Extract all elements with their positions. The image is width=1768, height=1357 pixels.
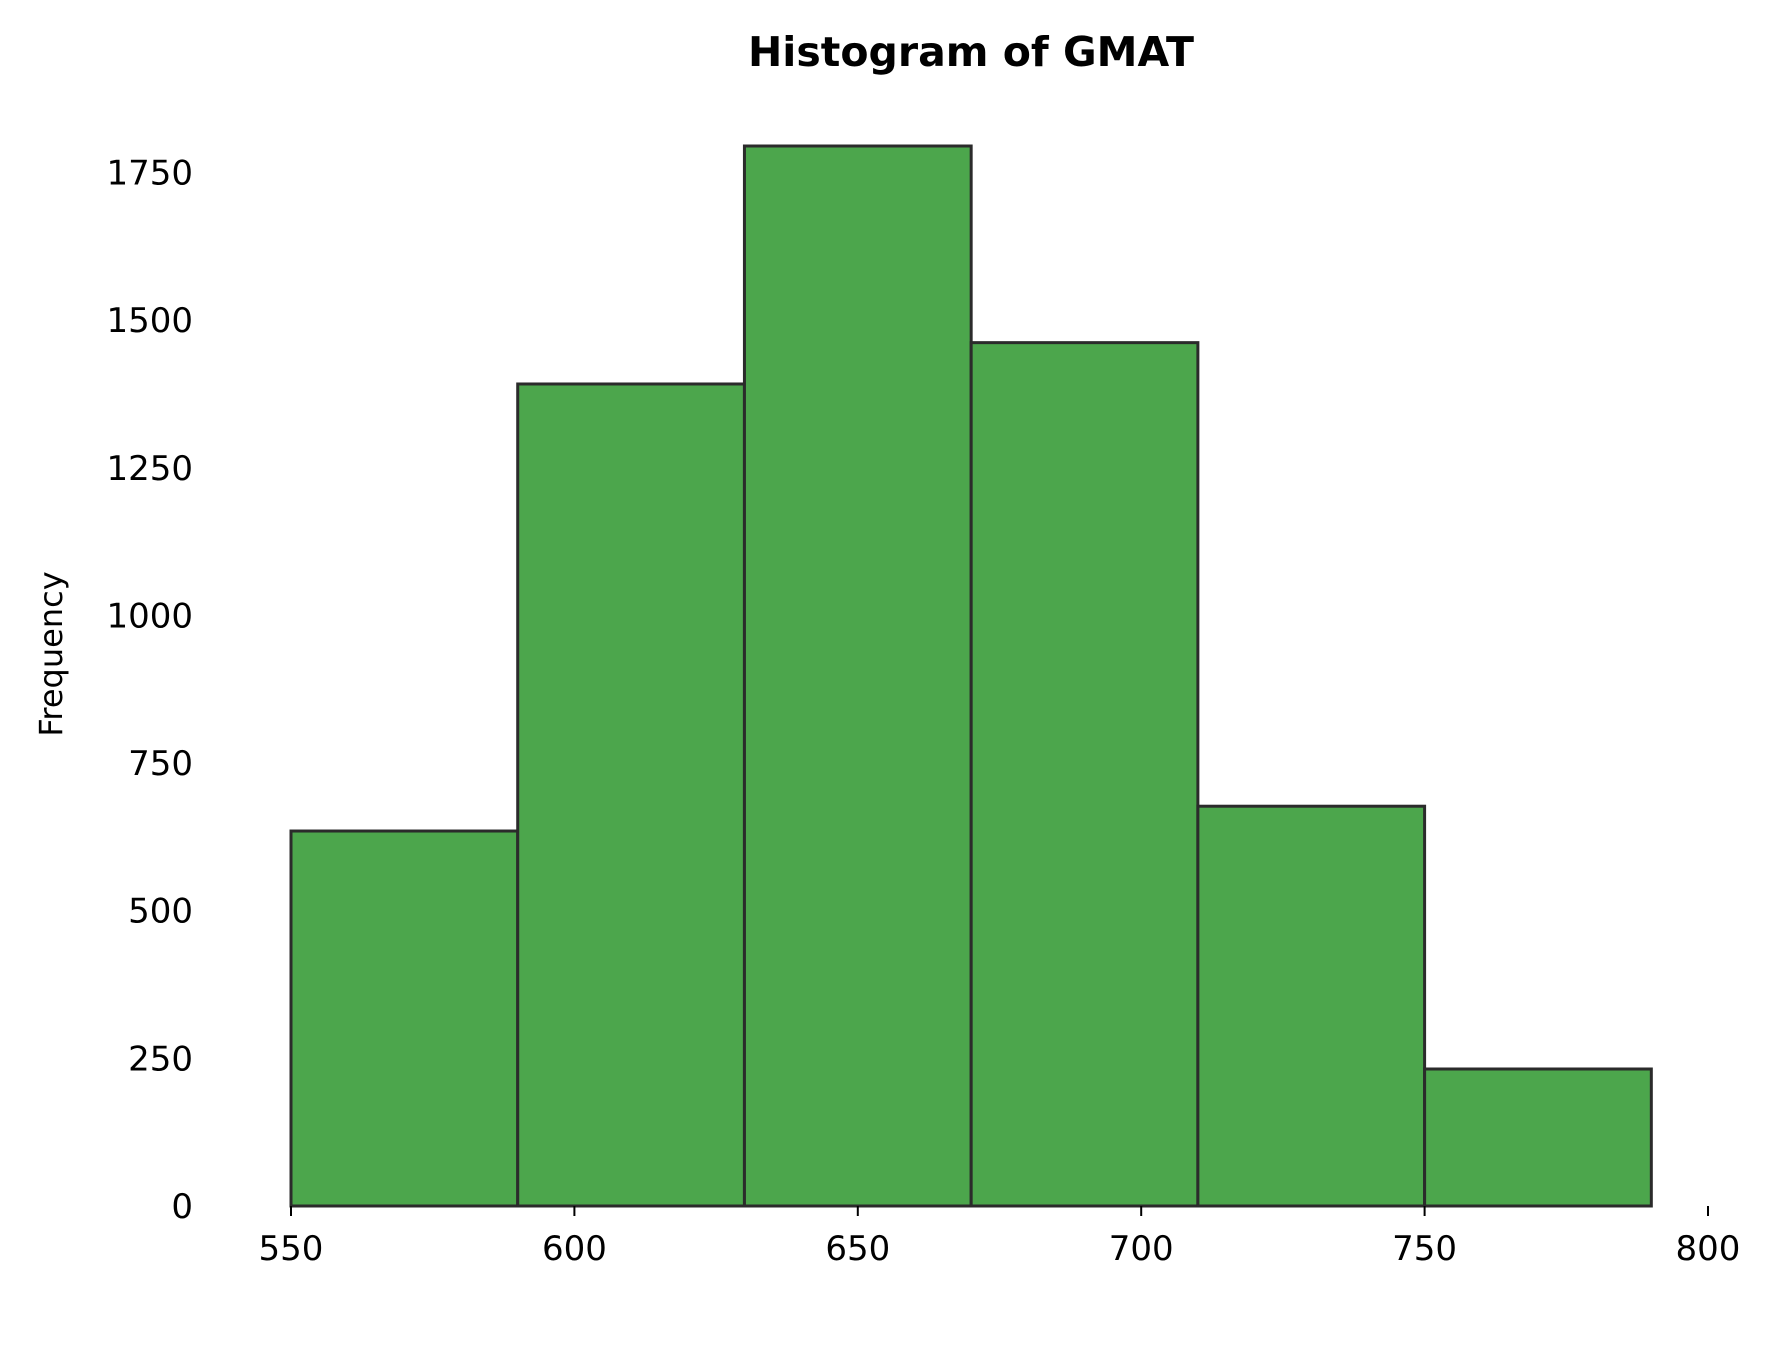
x-tick-label-600: 600: [542, 1229, 607, 1269]
y-tick-label-750: 750: [128, 744, 193, 784]
x-tick-label-800: 800: [1676, 1229, 1741, 1269]
histogram-bar-2: [516, 382, 746, 1208]
histogram-bar-4: [969, 341, 1200, 1208]
x-tick-label-650: 650: [825, 1229, 890, 1269]
y-tick-label-1000: 1000: [106, 596, 193, 636]
x-tick-label-550: 550: [259, 1229, 324, 1269]
y-tick-label-500: 500: [128, 892, 193, 932]
y-tick-label-250: 250: [128, 1039, 193, 1079]
y-tick-label-1750: 1750: [106, 154, 193, 194]
x-tick-label-700: 700: [1109, 1229, 1174, 1269]
bars-group: [289, 144, 1653, 1208]
chart-title: Histogram of GMAT: [748, 28, 1194, 76]
histogram-bar-3: [742, 144, 973, 1208]
y-axis-label: Frequency: [32, 571, 70, 736]
histogram-bar-1: [289, 829, 520, 1208]
x-axis: 550 600 650 700 750 800: [259, 1206, 1741, 1269]
histogram-bar-5: [1196, 804, 1427, 1208]
y-tick-label-1500: 1500: [106, 301, 193, 341]
y-tick-label-1250: 1250: [106, 449, 193, 489]
y-axis: 0 250 500 750 1000 1250 1500 1750: [106, 154, 193, 1227]
y-tick-label-0: 0: [171, 1187, 193, 1227]
histogram-bar-6: [1423, 1067, 1653, 1208]
x-tick-label-750: 750: [1392, 1229, 1457, 1269]
